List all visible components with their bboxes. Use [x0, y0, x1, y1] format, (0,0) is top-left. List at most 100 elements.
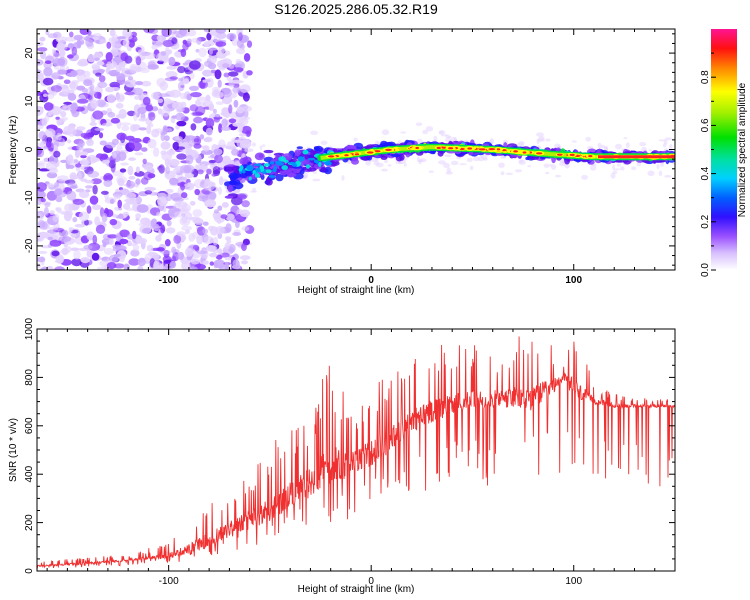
- spectrogram-cell: [448, 147, 454, 150]
- spectrogram-cell: [500, 156, 506, 159]
- spectrogram-cell: [127, 165, 134, 176]
- spectrogram-cell: [151, 91, 161, 100]
- spectrogram-cell: [229, 180, 235, 185]
- spectrogram-cell: [259, 145, 263, 151]
- spectrogram-cell: [56, 132, 62, 141]
- spectrogram-cell: [555, 174, 562, 178]
- spectrogram-cell: [158, 164, 165, 174]
- spectrogram-cell: [213, 35, 218, 43]
- spectrogram-cell: [76, 126, 86, 131]
- spectrogram-cell: [253, 163, 262, 167]
- spectrogram-cell: [588, 155, 593, 158]
- spectrogram-cell: [176, 153, 187, 160]
- spectrogram-cell: [111, 37, 116, 48]
- x-tick-label: 0: [368, 275, 374, 286]
- spectrogram-cell: [232, 86, 241, 94]
- spectrogram-cell: [202, 228, 209, 234]
- spectrogram-cell: [40, 197, 46, 203]
- spectrogram-cell: [102, 241, 107, 248]
- spectrogram-cell: [191, 111, 203, 117]
- spectrogram-cell: [242, 92, 250, 102]
- spectrogram-cell: [62, 229, 69, 237]
- spectrogram-cell: [37, 41, 44, 47]
- spectrogram-cell: [77, 60, 88, 67]
- spectrogram-cell: [128, 175, 136, 180]
- spectrogram-cell: [84, 179, 94, 184]
- spectrogram-cell: [291, 163, 298, 167]
- spectrogram-cell: [78, 70, 83, 77]
- spectrogram-cell: [514, 169, 523, 173]
- spectrogram-cell: [159, 81, 169, 91]
- spectrogram-cell: [200, 163, 206, 170]
- spectrogram-cell: [324, 161, 332, 166]
- spectrogram-cell: [190, 123, 197, 131]
- spectrogram-cell: [310, 149, 316, 157]
- spectrogram-cell: [53, 150, 61, 158]
- spectrogram-cell: [469, 165, 474, 171]
- spectrogram-cell: [214, 154, 223, 164]
- x-tick-label: 100: [565, 576, 582, 587]
- spectrogram-cell: [315, 160, 319, 164]
- spectrogram-cell: [182, 39, 187, 45]
- spectrogram-cell: [281, 165, 289, 171]
- y-tick-label: 0: [24, 146, 35, 152]
- spectrogram-cell: [556, 153, 563, 156]
- spectrogram-cell: [176, 120, 187, 127]
- spectrogram-cell: [615, 143, 622, 150]
- spectrogram-cell: [169, 76, 178, 80]
- spectrogram-cell: [443, 162, 450, 169]
- spectrogram-cell: [44, 60, 52, 64]
- spectrogram-cell: [193, 138, 200, 143]
- spectrogram-cell: [246, 70, 253, 76]
- spectrogram-cell: [63, 79, 71, 85]
- spectrogram-cell: [137, 265, 144, 270]
- spectrogram-cell: [554, 143, 561, 149]
- spectrogram-cell: [120, 52, 129, 61]
- spectrogram-cell: [79, 147, 85, 151]
- spectrogram-cell: [177, 251, 184, 260]
- spectrogram-cell: [130, 124, 137, 132]
- spectrogram-cell: [115, 232, 121, 242]
- spectrogram-cell: [164, 239, 171, 247]
- spectrogram-cell: [147, 64, 159, 70]
- spectrogram-cell: [190, 258, 200, 265]
- spectrogram-cell: [124, 79, 137, 88]
- spectrogram-cell: [186, 38, 192, 44]
- spectrogram-cell: [141, 147, 148, 152]
- spectrogram-cell: [211, 91, 224, 99]
- spectrogram-cell: [241, 260, 248, 265]
- spectrogram-cell: [38, 131, 46, 140]
- spectrogram-cell: [187, 182, 192, 186]
- spectrogram-cell: [79, 159, 89, 166]
- spectrogram-cell: [54, 188, 63, 196]
- spectrogram-cell: [62, 104, 68, 110]
- y-tick-label: 600: [24, 417, 35, 434]
- spectrogram-cell: [209, 261, 214, 266]
- spectrogram-cell: [96, 266, 109, 270]
- spectrogram-cell: [142, 158, 147, 164]
- spectrogram-cell: [106, 174, 114, 180]
- spectrogram-cell: [165, 227, 176, 234]
- spectrogram-cell: [647, 170, 655, 177]
- spectrogram-cell: [387, 164, 392, 167]
- spectrogram-cell: [124, 91, 135, 96]
- spectrogram-cell: [45, 29, 50, 36]
- spectrogram-cell: [242, 168, 246, 174]
- spectrogram-cell: [247, 161, 253, 165]
- spectrogram-cell: [500, 171, 505, 176]
- spectrogram-cell: [206, 47, 218, 51]
- spectrogram-cell: [267, 153, 272, 158]
- spectrogram-cell: [109, 237, 114, 246]
- spectrogram-cell: [128, 157, 137, 161]
- spectrogram-cell: [318, 161, 322, 167]
- spectrogram-cell: [51, 250, 60, 257]
- spectrogram-cell: [74, 223, 86, 228]
- spectrogram-cell: [37, 72, 44, 82]
- spectrogram-cell: [43, 102, 54, 111]
- spectrogram-cell: [113, 194, 121, 200]
- spectrogram-cell: [214, 69, 222, 80]
- spectrogram-cell: [208, 103, 215, 111]
- spectrogram-cell: [174, 211, 186, 218]
- spectrogram-cell: [142, 96, 151, 106]
